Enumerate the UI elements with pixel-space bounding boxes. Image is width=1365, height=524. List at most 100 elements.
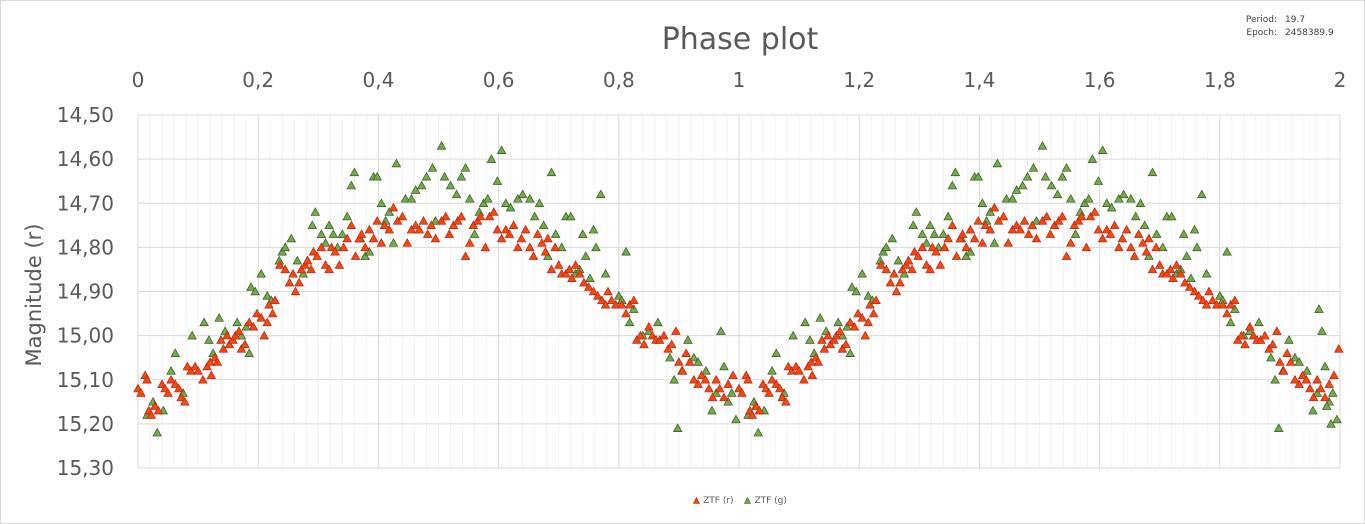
data-point-ztf-r <box>218 343 229 353</box>
data-point-ztf-g <box>701 366 711 375</box>
data-point-ztf-r <box>647 330 658 340</box>
data-point-ztf-r <box>553 260 564 269</box>
data-point-ztf-r <box>728 370 738 380</box>
data-point-ztf-r <box>259 330 270 340</box>
data-point-ztf-r <box>799 374 809 384</box>
data-point-ztf-r <box>216 335 226 344</box>
data-point-ztf-r <box>1272 326 1282 335</box>
period-label: Period: <box>1245 15 1277 25</box>
data-point-ztf-g <box>529 211 540 221</box>
data-point-ztf-g <box>1126 193 1136 203</box>
data-point-ztf-r <box>1233 335 1243 344</box>
data-point-ztf-g <box>908 220 919 230</box>
epoch-label: Epoch: <box>1246 28 1277 38</box>
data-point-ztf-g <box>899 268 910 278</box>
data-point-ztf-r <box>659 330 669 340</box>
data-point-ztf-r <box>1117 233 1128 243</box>
data-point-ztf-g <box>938 229 949 238</box>
data-point-ztf-r <box>240 339 250 349</box>
data-point-ztf-r <box>837 343 848 353</box>
data-point-ztf-g <box>1079 198 1090 207</box>
x-tick-label: 1,8 <box>1204 68 1236 92</box>
data-point-ztf-g <box>1326 418 1336 428</box>
data-point-ztf-r <box>234 326 244 335</box>
data-point-ztf-r <box>1297 370 1308 380</box>
data-point-ztf-r <box>876 260 886 269</box>
data-point-ztf-g <box>310 207 321 216</box>
data-point-ztf-r <box>1301 374 1312 384</box>
data-point-ztf-r <box>174 383 184 393</box>
data-point-ztf-r <box>1198 295 1208 305</box>
data-point-ztf-r <box>346 220 357 230</box>
data-point-ztf-g <box>464 193 475 203</box>
data-point-ztf-r <box>1019 215 1030 225</box>
data-point-ztf-r <box>943 233 953 243</box>
data-point-ztf-r <box>364 224 375 234</box>
data-point-ztf-r <box>248 321 259 331</box>
data-point-ztf-g <box>1254 317 1264 327</box>
data-point-ztf-r <box>1089 207 1100 216</box>
data-point-ztf-g <box>965 246 976 256</box>
data-point-ztf-g <box>360 251 370 260</box>
data-point-ztf-r <box>1147 264 1158 274</box>
data-point-ztf-r <box>1162 268 1172 278</box>
data-point-ztf-r <box>561 268 571 278</box>
data-point-ztf-g <box>683 335 693 344</box>
data-point-ztf-r <box>1093 224 1104 234</box>
data-point-ztf-r <box>244 317 254 327</box>
data-point-ztf-r <box>817 335 827 344</box>
data-point-ztf-g <box>534 198 545 207</box>
x-tick-label: 1,6 <box>1084 68 1116 92</box>
data-point-ztf-g <box>1196 189 1207 199</box>
data-point-ztf-g <box>1312 388 1322 397</box>
data-point-ztf-r <box>1085 211 1096 221</box>
data-point-ztf-r <box>917 242 928 252</box>
data-point-ztf-r <box>1065 238 1076 247</box>
data-point-ztf-g <box>887 233 898 243</box>
data-point-ztf-r <box>1245 321 1255 331</box>
data-point-ztf-r <box>452 215 463 225</box>
data-point-ztf-r <box>1168 273 1178 282</box>
data-point-ztf-g <box>1201 268 1212 278</box>
data-point-ztf-r <box>468 220 479 230</box>
data-point-ztf-r <box>957 229 968 238</box>
data-point-ztf-r <box>436 215 447 225</box>
data-point-ztf-g <box>1102 198 1112 207</box>
y-tick-labels: 14,50 14,60 14,70 14,80 14,90 15,00 15,10 15,20… <box>57 103 114 480</box>
data-point-ztf-g <box>1147 167 1158 177</box>
data-point-ztf-g <box>538 220 549 230</box>
data-point-ztf-g <box>1178 229 1189 238</box>
data-point-ztf-r <box>901 260 911 269</box>
data-point-ztf-r <box>180 396 190 406</box>
data-point-ztf-r <box>448 220 459 230</box>
data-point-ztf-r <box>903 255 914 265</box>
data-point-ztf-g <box>577 229 588 238</box>
data-point-ztf-g <box>236 330 247 340</box>
data-point-ztf-r <box>1184 282 1195 291</box>
data-point-ztf-g <box>430 215 441 225</box>
data-point-ztf-r <box>931 246 941 256</box>
data-point-ztf-r <box>635 330 646 340</box>
data-point-ztf-r <box>1222 308 1232 318</box>
data-point-ztf-r <box>142 374 152 384</box>
data-point-ztf-r <box>334 260 345 269</box>
data-point-ztf-r <box>1151 242 1161 252</box>
data-point-ztf-r <box>913 251 923 260</box>
data-point-ztf-g <box>388 238 399 247</box>
data-point-ztf-r <box>1267 339 1278 349</box>
data-point-ztf-g <box>1040 171 1051 181</box>
data-point-ztf-r <box>989 202 1000 212</box>
data-point-ztf-r <box>719 392 729 402</box>
data-point-ztf-r <box>252 308 262 318</box>
x-tick-label: 1 <box>733 68 746 92</box>
data-point-ztf-g <box>925 220 935 230</box>
data-point-ztf-r <box>384 224 395 234</box>
data-point-ztf-g <box>977 198 988 207</box>
data-point-ztf-g <box>384 207 395 216</box>
data-point-ztf-r <box>857 313 867 322</box>
data-point-ztf-r <box>681 348 691 357</box>
data-point-ztf-r <box>294 277 304 287</box>
data-point-ztf-g <box>565 211 576 221</box>
data-point-ztf-g <box>1192 242 1202 252</box>
data-point-ztf-r <box>212 357 223 366</box>
